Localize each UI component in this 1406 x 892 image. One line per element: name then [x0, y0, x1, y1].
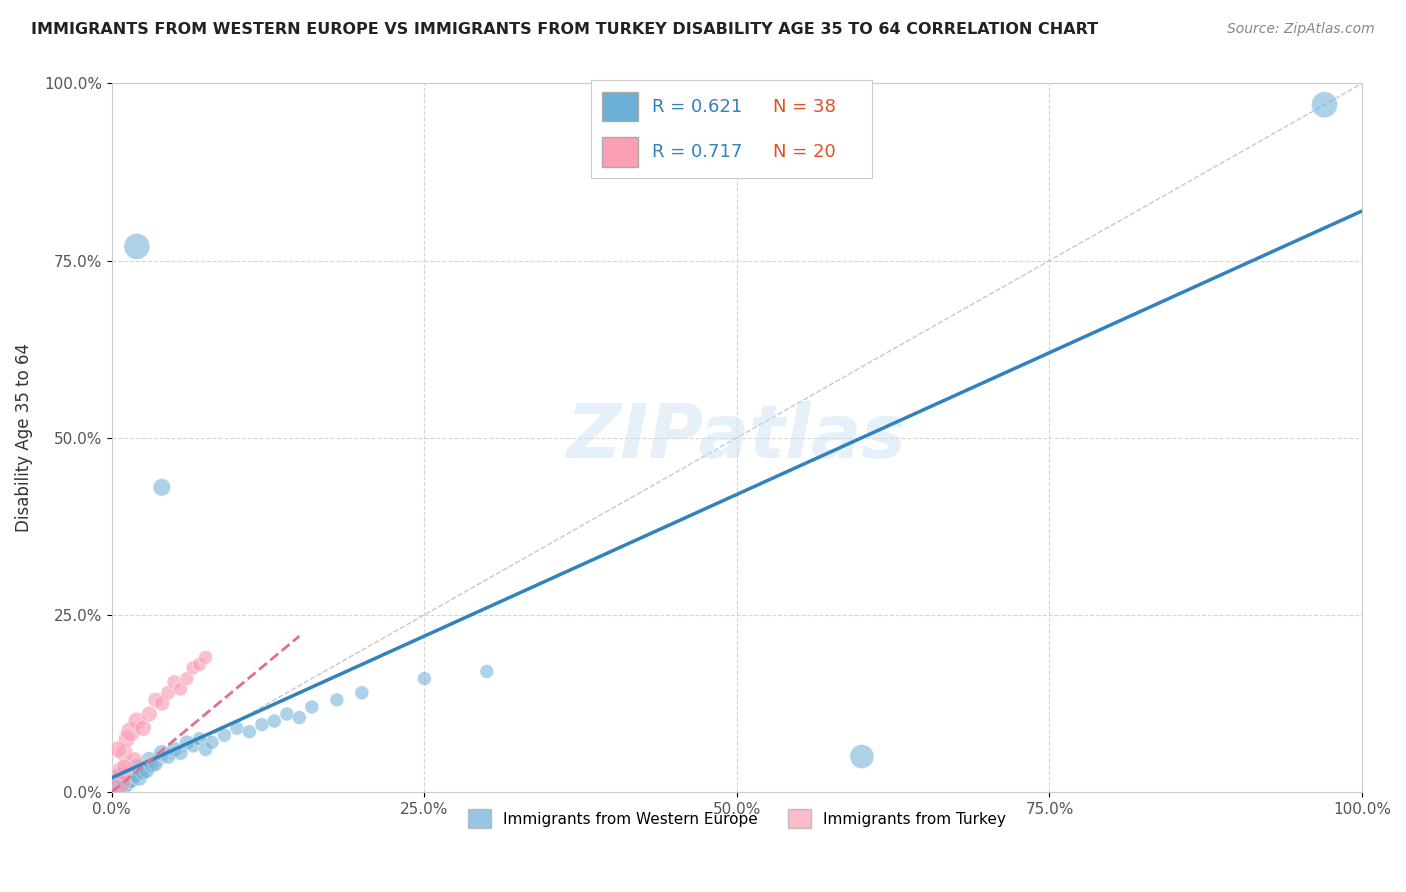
- Point: [350, 686, 373, 700]
- Point: [128, 771, 150, 785]
- FancyBboxPatch shape: [602, 137, 638, 167]
- Point: [124, 767, 146, 781]
- Text: R = 0.621: R = 0.621: [652, 98, 742, 116]
- Point: [169, 746, 191, 760]
- Point: [413, 672, 436, 686]
- Point: [176, 672, 198, 686]
- Point: [132, 721, 155, 735]
- Point: [112, 760, 135, 774]
- Point: [115, 731, 138, 746]
- Y-axis label: Disability Age 35 to 64: Disability Age 35 to 64: [15, 343, 32, 533]
- Text: Source: ZipAtlas.com: Source: ZipAtlas.com: [1227, 22, 1375, 37]
- Point: [110, 774, 132, 789]
- Text: N = 38: N = 38: [773, 98, 837, 116]
- Point: [112, 746, 135, 760]
- Text: N = 20: N = 20: [773, 143, 837, 161]
- Point: [163, 675, 186, 690]
- Point: [194, 650, 217, 665]
- Point: [124, 753, 146, 767]
- Point: [141, 758, 163, 772]
- Point: [851, 749, 873, 764]
- Point: [176, 735, 198, 749]
- Point: [150, 746, 173, 760]
- Point: [145, 693, 167, 707]
- Point: [194, 742, 217, 756]
- Point: [115, 776, 138, 790]
- Point: [238, 724, 260, 739]
- Point: [125, 760, 148, 774]
- Point: [214, 728, 236, 742]
- Point: [163, 742, 186, 756]
- Point: [181, 739, 204, 753]
- Text: ZIPatlas: ZIPatlas: [567, 401, 907, 475]
- Point: [107, 774, 129, 789]
- Point: [157, 686, 180, 700]
- Point: [145, 756, 167, 771]
- Point: [201, 735, 224, 749]
- Point: [120, 772, 142, 787]
- Point: [263, 714, 285, 728]
- Point: [169, 682, 191, 697]
- Point: [288, 710, 311, 724]
- Point: [188, 731, 211, 746]
- FancyBboxPatch shape: [602, 92, 638, 121]
- Point: [188, 657, 211, 672]
- Point: [276, 706, 298, 721]
- Point: [225, 721, 247, 735]
- Point: [138, 706, 160, 721]
- Point: [125, 239, 148, 253]
- Point: [326, 693, 349, 707]
- Point: [150, 480, 173, 494]
- Point: [132, 765, 155, 780]
- Point: [301, 700, 323, 714]
- Legend: Immigrants from Western Europe, Immigrants from Turkey: Immigrants from Western Europe, Immigran…: [461, 803, 1012, 834]
- Point: [250, 717, 273, 731]
- Point: [120, 724, 142, 739]
- Text: R = 0.717: R = 0.717: [652, 143, 742, 161]
- Point: [150, 697, 173, 711]
- Point: [1313, 97, 1336, 112]
- Point: [138, 753, 160, 767]
- Text: IMMIGRANTS FROM WESTERN EUROPE VS IMMIGRANTS FROM TURKEY DISABILITY AGE 35 TO 64: IMMIGRANTS FROM WESTERN EUROPE VS IMMIGR…: [31, 22, 1098, 37]
- Point: [125, 714, 148, 728]
- Point: [157, 749, 180, 764]
- Point: [135, 764, 157, 778]
- Point: [111, 764, 134, 778]
- Point: [107, 742, 129, 756]
- Point: [112, 771, 135, 785]
- Point: [475, 665, 498, 679]
- Point: [181, 661, 204, 675]
- Point: [107, 778, 129, 792]
